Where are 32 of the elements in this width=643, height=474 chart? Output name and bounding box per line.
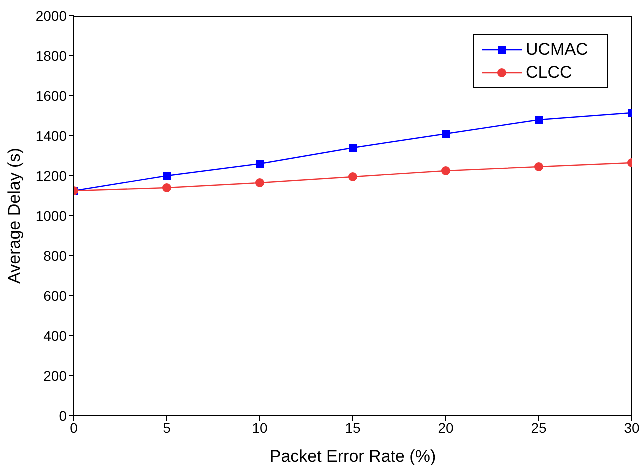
y-axis-title: Average Delay (s) (5, 148, 24, 284)
x-axis-title: Packet Error Rate (%) (270, 447, 436, 466)
point (256, 160, 264, 168)
point (442, 166, 450, 176)
point (349, 144, 357, 152)
x-tick-label: 10 (252, 420, 268, 436)
legend-label: CLCC (526, 62, 572, 84)
point (256, 178, 264, 188)
point (348, 172, 358, 182)
y-tick-label: 1000 (36, 208, 68, 224)
point (442, 130, 450, 138)
point (162, 184, 172, 192)
y-tick-label: 200 (44, 368, 68, 384)
x-tick-label: 0 (70, 420, 78, 436)
x-tick-label: 15 (345, 420, 361, 436)
y-tick-label: 1200 (36, 168, 68, 184)
y-tick-label: 800 (44, 248, 68, 264)
legend-label: UCMAC (526, 39, 588, 61)
y-tick-label: 600 (44, 288, 68, 304)
point (535, 116, 543, 124)
y-tick-label: 0 (59, 408, 68, 424)
x-tick-label: 25 (531, 420, 547, 436)
y-tick-label: 400 (44, 328, 68, 344)
point (534, 162, 544, 172)
y-tick-label: 2000 (36, 8, 68, 24)
x-tick-label: 5 (163, 420, 172, 436)
y-tick-label: 1400 (36, 128, 68, 144)
x-tick-label: 30 (624, 420, 640, 436)
y-tick-label: 1800 (36, 48, 68, 64)
y-tick-label: 1600 (36, 88, 68, 104)
point (163, 172, 171, 180)
x-tick-label: 20 (438, 420, 454, 436)
